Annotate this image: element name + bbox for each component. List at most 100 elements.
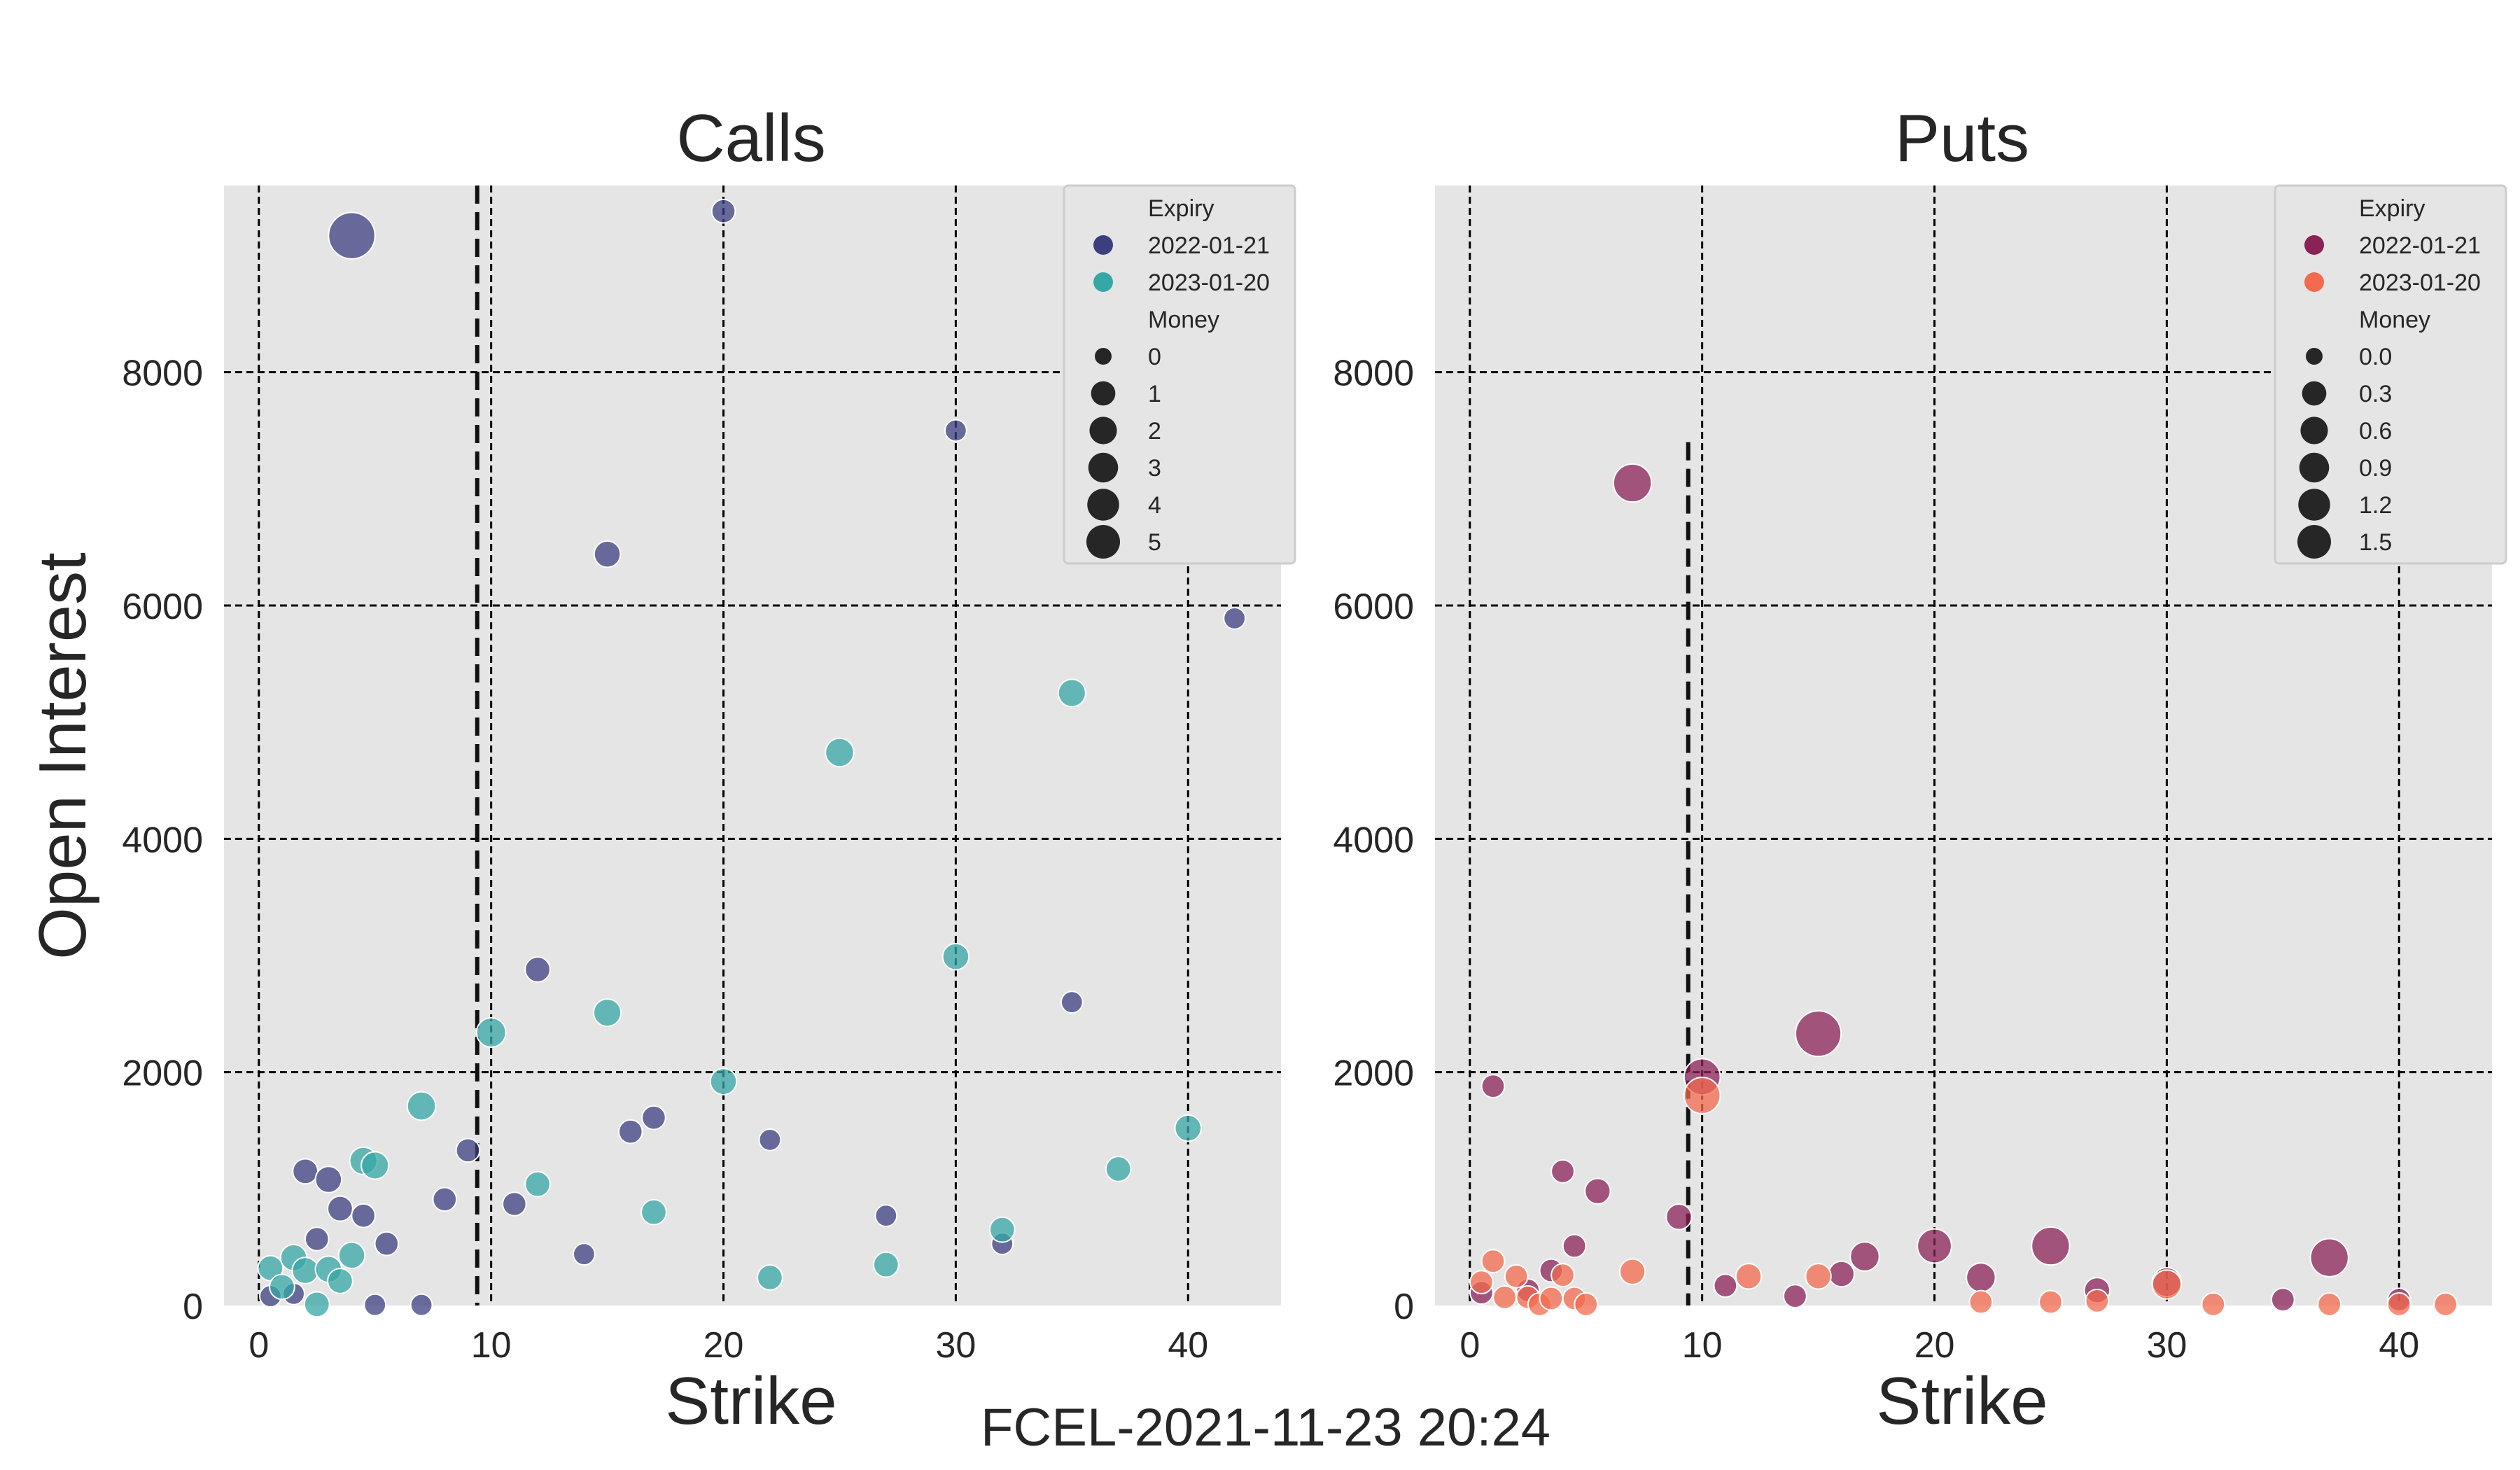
scatter-point: [641, 1105, 666, 1130]
scatter-point: [328, 211, 376, 260]
scatter-point: [1060, 990, 1084, 1014]
scatter-point: [360, 1151, 390, 1180]
y-tick-label: 6000: [1333, 587, 1414, 627]
legend-size-marker: [2302, 381, 2327, 406]
scatter-point: [1828, 1260, 1855, 1288]
scatter-point: [502, 1191, 527, 1217]
scatter-point: [1223, 606, 1247, 630]
calls-points: [257, 198, 1247, 1318]
scatter-point: [757, 1264, 783, 1291]
scatter-point: [592, 998, 622, 1028]
legend-hue-title: Expiry: [1148, 195, 1214, 222]
scatter-point: [1612, 463, 1653, 503]
scatter-point: [2386, 1292, 2412, 1317]
legend-size-label: 0: [1148, 344, 1161, 370]
scatter-point: [351, 1203, 376, 1228]
x-tick-label: 0: [248, 1325, 269, 1366]
scatter-point: [1057, 678, 1086, 708]
scatter-point: [710, 198, 736, 224]
puts-x-ticks: 0 10 20 30 40: [1460, 1325, 2419, 1366]
legend-series-label: 2022-01-21: [1148, 232, 1270, 259]
legend-size-marker: [2297, 525, 2331, 559]
scatter-point: [640, 1198, 667, 1226]
scatter-point: [269, 1273, 295, 1301]
scatter-point: [1618, 1258, 1646, 1285]
scatter-point: [1917, 1228, 1952, 1264]
x-tick-label: 20: [704, 1325, 744, 1366]
x-tick-label: 30: [2146, 1325, 2187, 1366]
scatter-point: [292, 1158, 319, 1185]
scatter-point: [874, 1204, 898, 1228]
scatter-point: [2085, 1288, 2110, 1313]
scatter-point: [1550, 1263, 1575, 1288]
figure-suptitle: FCEL-2021-11-23 20:24: [981, 1398, 1550, 1457]
x-tick-label: 0: [1460, 1325, 1480, 1366]
x-tick-label: 10: [1682, 1325, 1723, 1366]
scatter-point: [1795, 1010, 1842, 1058]
legend-size-marker: [2298, 489, 2330, 521]
scatter-point: [1805, 1263, 1832, 1290]
scatter-point: [1665, 1203, 1693, 1231]
scatter-point: [1174, 1114, 1203, 1142]
scatter-point: [825, 737, 855, 768]
legend-swatch: [2304, 235, 2324, 255]
legend-size-label: 0.0: [2359, 344, 2392, 370]
legend-box: [2274, 184, 2507, 565]
x-tick-label: 40: [1168, 1325, 1208, 1366]
scatter-point: [1469, 1270, 1494, 1295]
calls-legend: Expiry 2022-01-21 2023-01-20 Money 0 1 2 3 4 5: [1063, 184, 1296, 565]
scatter-point: [2433, 1292, 2458, 1317]
scatter-point: [2309, 1238, 2349, 1278]
legend-size-title: Money: [2359, 307, 2430, 333]
legend-size-marker: [1086, 525, 1120, 559]
scatter-point: [2270, 1287, 2295, 1312]
puts-y-ticks: 0 2000 4000 6000 8000: [1333, 354, 1414, 1327]
scatter-point: [1105, 1156, 1132, 1182]
legend-series-label: 2022-01-21: [2359, 232, 2481, 259]
scatter-point: [593, 540, 622, 568]
scatter-point: [327, 1268, 354, 1294]
scatter-point: [1480, 1074, 1506, 1099]
x-tick-label: 40: [2379, 1325, 2419, 1366]
puts-points: [1469, 463, 2458, 1317]
scatter-point: [304, 1226, 330, 1252]
scatter-point: [872, 1251, 899, 1278]
calls-title: Calls: [676, 101, 825, 176]
scatter-point: [758, 1128, 782, 1152]
puts-grid: [1435, 186, 2492, 1306]
legend-size-label: 2: [1148, 418, 1161, 444]
legend-size-title: Money: [1148, 307, 1219, 333]
legend-size-label: 3: [1148, 455, 1161, 482]
puts-x-axis-label: Strike: [1876, 1364, 2047, 1438]
scatter-point: [291, 1256, 319, 1284]
scatter-point: [524, 956, 551, 983]
scatter-point: [2317, 1292, 2342, 1317]
legend-box: [1063, 184, 1296, 565]
y-tick-label: 4000: [122, 820, 203, 860]
legend-size-marker: [1089, 416, 1117, 444]
scatter-point: [1574, 1292, 1599, 1317]
y-tick-label: 8000: [1333, 354, 1414, 394]
puts-legend: Expiry 2022-01-21 2023-01-20 Money 0.0 0.3 0.6…: [2274, 184, 2507, 565]
scatter-point: [709, 1068, 738, 1096]
scatter-point: [617, 1119, 643, 1144]
scatter-point: [432, 1186, 458, 1212]
scatter-point: [1966, 1262, 1996, 1293]
y-tick-label: 2000: [122, 1054, 203, 1094]
scatter-point: [1849, 1241, 1880, 1272]
legend-hue-title: Expiry: [2359, 195, 2425, 222]
scatter-point: [363, 1293, 387, 1317]
legend-size-label: 1.5: [2359, 529, 2392, 556]
y-tick-label: 0: [183, 1287, 203, 1327]
scatter-point: [1550, 1158, 1575, 1184]
x-tick-label: 30: [935, 1325, 976, 1366]
scatter-point: [1539, 1286, 1564, 1311]
legend-size-label: 0.3: [2359, 381, 2392, 407]
scatter-point: [1735, 1263, 1763, 1290]
scatter-point: [327, 1195, 354, 1222]
scatter-point: [2038, 1289, 2063, 1315]
legend-series-label: 2023-01-20: [1148, 270, 1270, 296]
y-tick-label: 6000: [122, 587, 203, 627]
